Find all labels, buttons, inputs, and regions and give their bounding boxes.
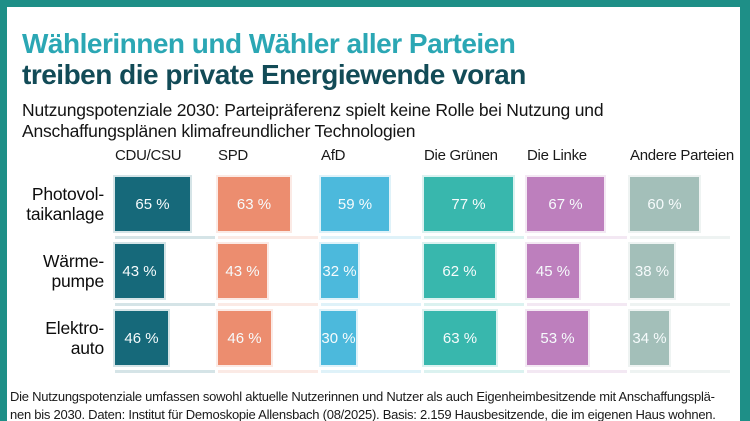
party-usage-chart: CDU/CSU SPD AfD Die Grünen Die Linke Andere P… [22, 147, 740, 373]
bar-value-label: 67 % [548, 195, 583, 213]
bar-value-label: 59 % [337, 195, 373, 213]
value-bar-photovoltaikanlage-andere-parteien: 60 % [630, 177, 699, 231]
subtitle: Nutzungspotenziale 2030: Parteipräferenz… [22, 100, 740, 142]
chart-cell: 77 % [424, 177, 527, 239]
bar-value-label: 53 % [540, 329, 575, 347]
title-line-2: treiben die private Energiewende voran [22, 59, 526, 90]
value-bar-wärmepumpe-afd: 32 % [321, 244, 358, 298]
bar-value-label: 62 % [442, 262, 477, 280]
value-bar-wärmepumpe-spd: 43 % [218, 244, 267, 298]
bar-track [321, 236, 421, 239]
chart-cell: 63 % [218, 177, 321, 239]
column-header-cdu-csu: CDU/CSU [115, 147, 182, 164]
chart-cell: 59 % [321, 177, 424, 239]
column-header-afd: AfD [321, 147, 346, 164]
chart-cell: 53 % [527, 311, 630, 373]
value-bar-elektroauto-die-grünen: 63 % [424, 311, 496, 365]
bar-track [527, 303, 627, 306]
bar-value-label: 43 % [225, 262, 260, 280]
row-label-line: taikanlage [26, 204, 104, 224]
row-label-line: Wärme- [42, 251, 104, 271]
value-bar-photovoltaikanlage-die-linke: 67 % [527, 177, 604, 231]
subtitle-line-2: Anschaffungsplänen klimafreundlicher Tec… [22, 121, 416, 141]
bar-value-label: 65 % [135, 195, 170, 213]
value-bar-elektroauto-cdu-csu: 46 % [115, 311, 168, 365]
bar-track [321, 370, 421, 373]
column-header-die-linke: Die Linke [527, 147, 587, 164]
row-label-elektroauto: Elektro-auto [22, 318, 115, 358]
bar-value-label: 60 % [647, 195, 682, 213]
chart-cell: 65 % [115, 177, 218, 239]
value-bar-wärmepumpe-cdu-csu: 43 % [115, 244, 164, 298]
value-bar-elektroauto-andere-parteien: 34 % [630, 311, 669, 365]
chart-cell: 60 % [630, 177, 733, 239]
chart-cell: 45 % [527, 244, 630, 306]
bar-track [218, 303, 318, 306]
value-bar-elektroauto-spd: 46 % [218, 311, 271, 365]
chart-cell: 34 % [630, 311, 733, 373]
bar-value-label: 38 % [634, 262, 670, 280]
value-bar-elektroauto-die-linke: 53 % [527, 311, 588, 365]
bar-value-label: 63 % [442, 329, 478, 347]
bar-track [424, 236, 524, 239]
chart-cell: 38 % [630, 244, 733, 306]
chart-cell: 46 % [218, 311, 321, 373]
value-bar-wärmepumpe-andere-parteien: 38 % [630, 244, 674, 298]
chart-cell: 43 % [115, 244, 218, 306]
chart-cell: 32 % [321, 244, 424, 306]
chart-cell: 62 % [424, 244, 527, 306]
bar-value-label: 45 % [535, 262, 571, 280]
bar-track [115, 303, 215, 306]
bar-track [527, 370, 627, 373]
bar-track [115, 370, 215, 373]
chart-cell: 30 % [321, 311, 424, 373]
source-note-line-1: Die Nutzungspotenziale umfassen sowohl a… [10, 389, 715, 404]
chart-cell: 43 % [218, 244, 321, 306]
value-bar-photovoltaikanlage-die-grünen: 77 % [424, 177, 513, 231]
chart-cell: 63 % [424, 311, 527, 373]
row-label-line: Photovol- [31, 184, 104, 204]
value-bar-photovoltaikanlage-afd: 59 % [321, 177, 389, 231]
bar-track [424, 303, 524, 306]
bar-value-label: 34 % [632, 329, 667, 347]
bar-track [630, 370, 730, 373]
chart-corner-spacer [22, 147, 115, 164]
column-header-die-grünen: Die Grünen [424, 147, 498, 164]
bar-value-label: 32 % [322, 262, 357, 280]
row-label-line: pumpe [51, 271, 104, 291]
row-label-photovoltaikanlage: Photovol-taikanlage [22, 184, 115, 224]
chart-cell: 67 % [527, 177, 630, 239]
row-label-line: auto [70, 338, 104, 358]
bar-track [321, 303, 421, 306]
page-title: Wählerinnen und Wähler aller Parteien tre… [22, 28, 740, 90]
source-note: Die Nutzungspotenziale umfassen sowohl a… [10, 388, 738, 421]
source-note-line-2: nen bis 2030. Daten: Institut für Demosk… [10, 406, 716, 421]
bar-track [218, 370, 318, 373]
bar-value-label: 46 % [227, 329, 262, 347]
bar-value-label: 63 % [236, 195, 272, 213]
bar-value-label: 30 % [321, 329, 356, 347]
bar-value-label: 43 % [122, 262, 157, 280]
column-header-spd: SPD [218, 147, 248, 164]
value-bar-photovoltaikanlage-spd: 63 % [218, 177, 290, 231]
subtitle-line-1: Nutzungspotenziale 2030: Parteipräferenz… [22, 100, 604, 120]
value-bar-elektroauto-afd: 30 % [321, 311, 356, 365]
bar-value-label: 46 % [124, 329, 159, 347]
bar-track [115, 236, 215, 239]
column-header-andere-parteien: Andere Parteien [630, 147, 734, 164]
value-bar-wärmepumpe-die-linke: 45 % [527, 244, 579, 298]
bar-track [218, 236, 318, 239]
bar-track [630, 303, 730, 306]
bar-track [630, 236, 730, 239]
bar-value-label: 77 % [451, 195, 486, 213]
row-label-line: Elektro- [45, 318, 104, 338]
value-bar-wärmepumpe-die-grünen: 62 % [424, 244, 495, 298]
row-label-wärmepumpe: Wärme-pumpe [22, 251, 115, 291]
bar-track [424, 370, 524, 373]
chart-cell: 46 % [115, 311, 218, 373]
value-bar-photovoltaikanlage-cdu-csu: 65 % [115, 177, 190, 231]
bar-track [527, 236, 627, 239]
title-line-1: Wählerinnen und Wähler aller Parteien [22, 28, 516, 59]
